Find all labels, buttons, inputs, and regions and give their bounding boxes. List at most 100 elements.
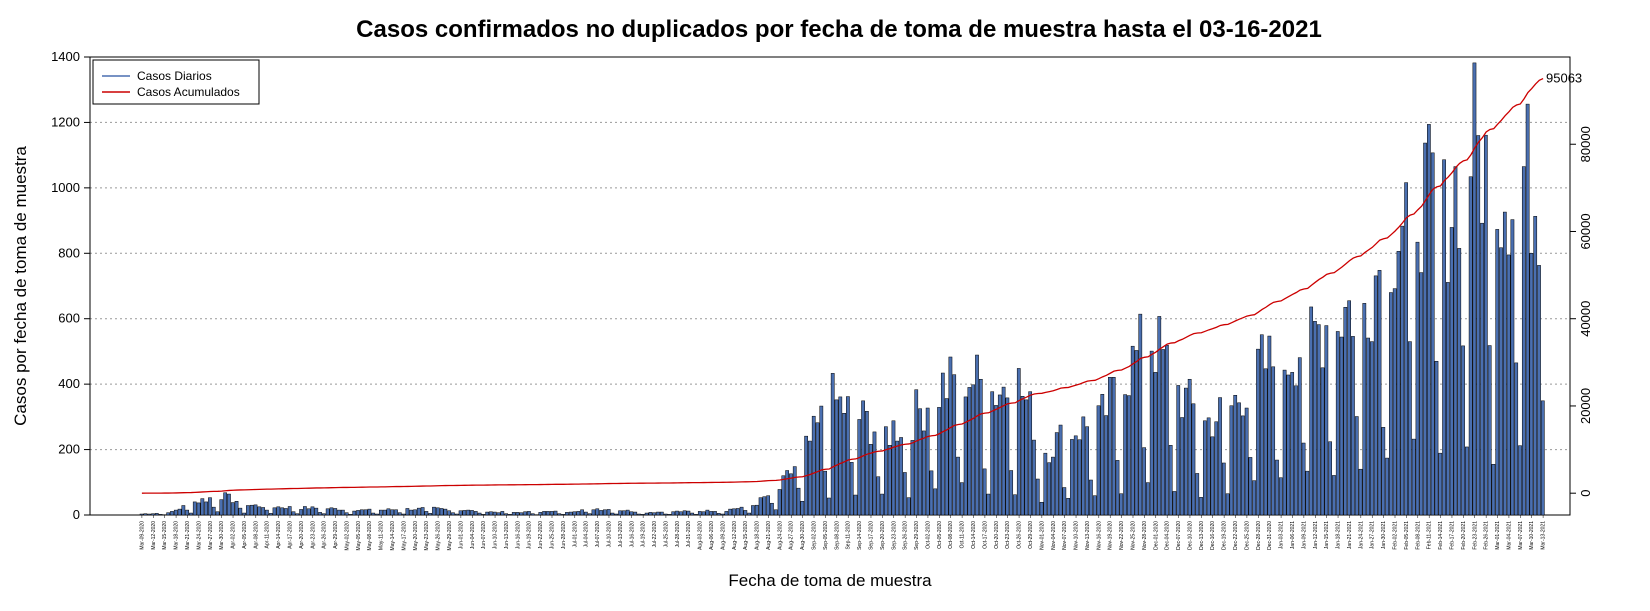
bar: [299, 509, 303, 516]
bar: [735, 508, 740, 516]
x-tick-label: Oct-29-2020: [1028, 521, 1034, 549]
bar: [1184, 387, 1188, 516]
bar: [671, 511, 676, 516]
bar: [709, 511, 714, 516]
x-tick-label: Nov-07-2020: [1062, 521, 1068, 550]
bar: [1294, 385, 1298, 516]
bar: [1157, 316, 1162, 516]
bar: [1525, 103, 1530, 516]
bar: [690, 512, 695, 516]
x-tick-label: Jun-19-2020: [527, 521, 533, 549]
bar: [1054, 432, 1059, 516]
x-tick-label: Apr-17-2020: [287, 521, 293, 549]
bar: [276, 506, 281, 516]
x-tick-label: Jul-01-2020: [572, 521, 578, 548]
bar: [1153, 372, 1158, 516]
bar: [1020, 396, 1025, 516]
bar: [538, 512, 543, 516]
bar: [519, 512, 524, 516]
bar: [565, 512, 569, 516]
x-axis-label: Fecha de toma de muestra: [728, 571, 932, 590]
bar: [1263, 368, 1268, 516]
bar: [173, 509, 178, 516]
bar: [1146, 482, 1150, 516]
x-tick-label: Oct-02-2020: [925, 521, 931, 549]
bar: [1518, 445, 1522, 516]
bar: [1225, 493, 1230, 516]
bar: [792, 466, 797, 516]
bar: [1013, 494, 1017, 516]
x-tick-label: May-20-2020: [413, 521, 419, 551]
bar: [644, 512, 649, 516]
bar: [580, 509, 584, 516]
bar: [1165, 344, 1169, 516]
bar: [777, 489, 782, 516]
bar: [1051, 456, 1055, 516]
x-tick-label: Jul-13-2020: [618, 521, 624, 548]
x-tick-label: Apr-23-2020: [310, 521, 316, 549]
x-tick-label: Aug-18-2020: [755, 521, 761, 550]
x-tick-label: Apr-20-2020: [299, 521, 305, 549]
bar: [887, 445, 892, 516]
bar: [1529, 253, 1534, 516]
bar: [633, 511, 638, 516]
bar: [971, 384, 976, 516]
bar: [1324, 325, 1329, 516]
bar: [994, 405, 998, 516]
bar: [1328, 441, 1333, 516]
bar: [413, 509, 417, 516]
bar: [1111, 377, 1116, 516]
y-tick-label: 1000: [51, 180, 80, 195]
cumulative-end-label: 95063: [1546, 71, 1582, 86]
bar: [208, 497, 212, 516]
bar: [899, 437, 903, 516]
bar: [1446, 282, 1450, 516]
bar: [1149, 350, 1154, 516]
bar: [1240, 415, 1245, 516]
x-tick-label: Dec-31-2020: [1267, 521, 1273, 550]
bar: [1347, 300, 1351, 516]
bar: [1499, 247, 1503, 516]
bar: [1123, 394, 1127, 516]
bar: [1521, 166, 1526, 516]
bar: [830, 373, 835, 516]
bar: [1032, 439, 1036, 516]
bar: [1476, 135, 1481, 516]
bar: [952, 374, 957, 516]
x-tick-label: Feb-08-2021: [1415, 521, 1421, 550]
legend-box: [92, 59, 260, 105]
x-tick-label: Jun-04-2020: [470, 521, 476, 549]
x-tick-label: Mar-13-2021: [1541, 521, 1547, 550]
bar: [481, 514, 486, 516]
bar: [1248, 457, 1253, 516]
bar: [151, 513, 155, 516]
y2-tick-label: 20000: [1578, 388, 1593, 424]
bar: [1278, 477, 1283, 516]
bar: [496, 512, 501, 516]
y-tick-label: 600: [58, 311, 80, 326]
bar: [1537, 265, 1541, 516]
bar: [371, 512, 376, 516]
bar: [386, 508, 391, 516]
bar: [1343, 307, 1348, 516]
y-tick-label: 1400: [51, 49, 80, 64]
bar: [1058, 424, 1063, 516]
x-tick-label: Nov-28-2020: [1142, 521, 1148, 550]
x-tick-label: Aug-24-2020: [777, 521, 783, 550]
bar: [823, 470, 827, 516]
x-tick-label: Jul-10-2020: [606, 521, 612, 548]
bar: [1214, 421, 1219, 516]
x-tick-label: Jul-16-2020: [629, 521, 635, 548]
bar: [1468, 176, 1473, 516]
bar: [781, 475, 786, 516]
bar: [546, 511, 550, 516]
x-tick-label: Apr-05-2020: [242, 521, 248, 549]
x-tick-label: Mar-24-2020: [196, 521, 202, 550]
bar: [500, 511, 505, 516]
bar: [189, 512, 193, 516]
bar: [1502, 211, 1507, 516]
x-tick-label: Mar-18-2020: [174, 521, 180, 550]
bar: [1199, 497, 1203, 516]
bar: [1491, 464, 1496, 516]
bar: [876, 476, 881, 516]
